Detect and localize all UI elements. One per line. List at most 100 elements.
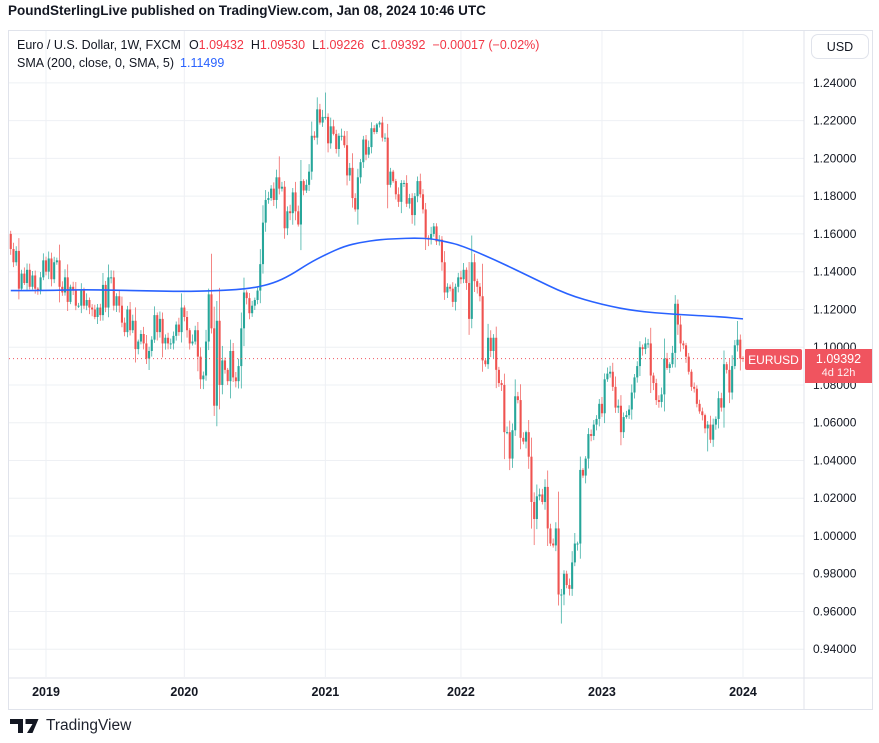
candle — [576, 541, 579, 551]
candle — [516, 391, 519, 404]
candle — [443, 251, 446, 300]
candle — [495, 326, 498, 389]
candle — [392, 169, 395, 183]
candle — [308, 164, 311, 192]
candle — [739, 334, 742, 371]
candle — [647, 338, 650, 348]
sma-indicator-title[interactable]: SMA (200, close, 0, SMA, 5) — [17, 56, 175, 70]
candle — [394, 178, 397, 200]
candle — [175, 321, 178, 341]
attribution-header: PoundSterlingLive published on TradingVi… — [8, 3, 486, 18]
candle — [560, 588, 563, 624]
candle — [663, 338, 666, 412]
candle — [731, 355, 734, 400]
candle — [25, 263, 29, 291]
candle — [508, 420, 511, 471]
candle — [204, 329, 208, 381]
candle — [93, 304, 96, 320]
candle — [69, 284, 72, 305]
candle — [454, 283, 457, 311]
candle — [215, 300, 218, 427]
candle — [82, 287, 86, 309]
candle — [291, 187, 294, 225]
candle — [527, 420, 530, 469]
candle — [142, 326, 145, 350]
candle — [573, 532, 576, 567]
price-tick-label: 1.20000 — [813, 151, 857, 165]
candle — [202, 371, 205, 390]
candle — [345, 130, 349, 186]
candle — [9, 230, 12, 255]
candle — [63, 269, 67, 296]
candle — [552, 538, 555, 548]
candle — [400, 180, 403, 214]
candle — [348, 162, 351, 181]
candle — [15, 246, 18, 266]
candle — [695, 385, 698, 408]
candle — [191, 334, 194, 346]
candle — [318, 103, 321, 125]
candle — [118, 290, 121, 313]
candle — [728, 359, 731, 404]
candle — [156, 312, 159, 341]
candle — [725, 361, 728, 374]
last-price-value: 1.09392 — [815, 352, 862, 366]
candle — [183, 305, 186, 322]
time-scale[interactable] — [9, 678, 872, 709]
candle — [226, 367, 229, 385]
candle — [134, 307, 137, 363]
candle — [736, 320, 739, 352]
price-tick-label: 1.22000 — [813, 114, 857, 128]
candle — [354, 193, 357, 212]
candle — [362, 135, 365, 168]
candle — [375, 122, 378, 134]
candle — [530, 437, 533, 529]
candle — [270, 185, 273, 201]
candle — [283, 180, 286, 239]
chart-panel: 1.24000 1.22000 1.20000 1.18000 1.16000 1.140… — [8, 30, 873, 710]
candle — [581, 468, 585, 478]
candle — [698, 399, 701, 414]
candle — [221, 345, 224, 395]
candle — [240, 312, 243, 389]
candle — [430, 226, 433, 245]
candle — [356, 168, 359, 225]
candle — [628, 405, 631, 419]
candle — [411, 193, 414, 224]
candle — [72, 281, 75, 295]
tradingview-logo-icon — [10, 718, 39, 733]
candle — [223, 357, 227, 374]
candle — [340, 128, 343, 141]
time-tick-label: 2021 — [311, 685, 339, 699]
candle — [457, 272, 460, 293]
last-price-axis-label: 1.09392 4d 12h — [805, 349, 872, 383]
candle — [294, 181, 297, 221]
candle — [717, 391, 720, 429]
candle — [55, 257, 58, 265]
candle — [652, 372, 655, 391]
candle — [538, 488, 541, 501]
candle — [329, 117, 332, 149]
candle — [741, 356, 745, 362]
chart-pane[interactable] — [9, 31, 804, 677]
time-tick-label: 2024 — [729, 685, 757, 699]
tradingview-footer[interactable]: TradingView — [10, 717, 131, 735]
time-tick-labels: 2019 2020 2021 2022 2023 2024 — [32, 685, 757, 699]
candle — [234, 372, 237, 388]
candle — [389, 167, 392, 188]
sma-line — [10, 237, 744, 320]
candle — [161, 312, 164, 358]
candle — [557, 491, 560, 606]
candle — [440, 236, 444, 271]
candle — [172, 331, 175, 350]
symbol-title[interactable]: Euro / U.S. Dollar, 1W, FXCM — [17, 38, 181, 52]
price-line-symbol-tag: EURUSD — [745, 349, 802, 370]
candle — [703, 413, 707, 434]
candle — [77, 302, 80, 308]
candle — [91, 304, 94, 317]
candle — [674, 295, 677, 368]
candle — [419, 173, 422, 198]
currency-unit-button[interactable]: USD — [811, 34, 869, 59]
candle — [625, 410, 628, 419]
candle — [638, 341, 641, 376]
